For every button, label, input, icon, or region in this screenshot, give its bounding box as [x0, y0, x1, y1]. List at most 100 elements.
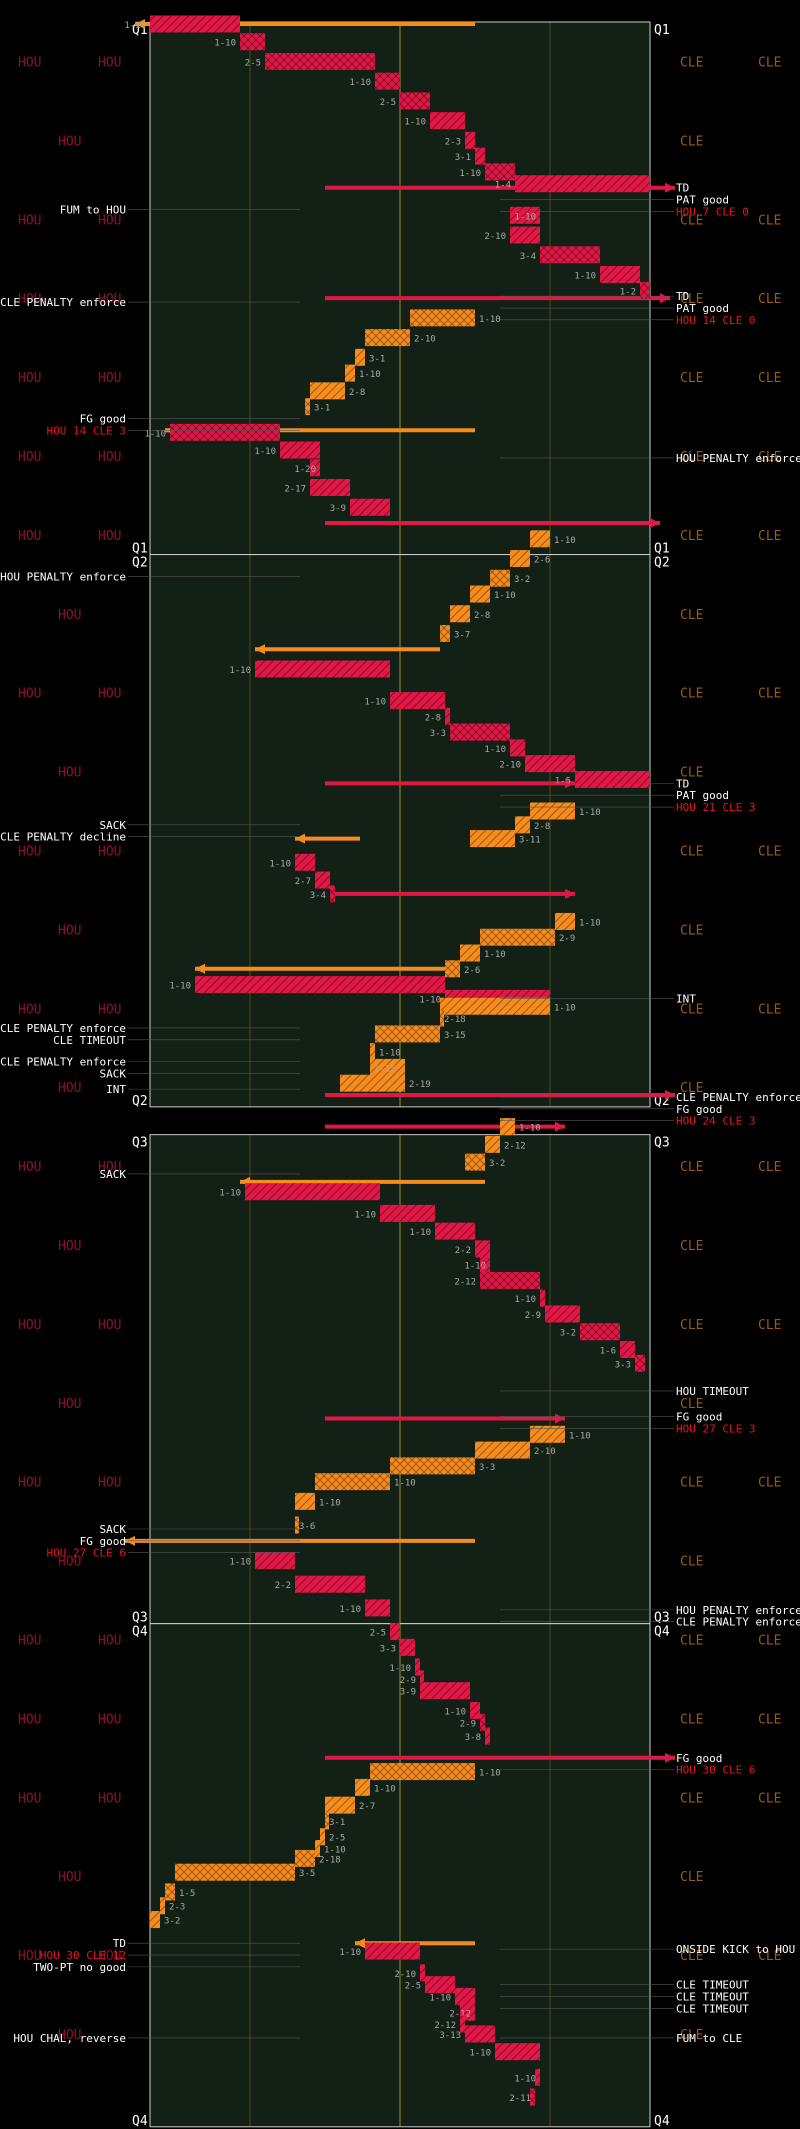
band-label-hou: HOU	[18, 450, 41, 465]
play-bar	[295, 1849, 315, 1867]
band-label-hou: HOU	[58, 2028, 81, 2043]
kick-arrowhead	[555, 1413, 565, 1424]
play-bar	[575, 770, 650, 788]
band-label-cle: CLE	[758, 213, 781, 228]
down-label: 1-10	[339, 1605, 361, 1615]
play-bar	[330, 885, 335, 903]
band-label-cle: CLE	[680, 55, 703, 70]
kick-arrowhead	[565, 888, 575, 899]
quarter-label-left-end: Q2	[132, 1094, 148, 1109]
play-bar	[390, 1457, 475, 1475]
down-label: 3-3	[380, 1644, 396, 1654]
down-label: 1-10	[214, 39, 236, 49]
play-bar	[150, 15, 240, 33]
down-label: 2-7	[295, 877, 311, 887]
band-label-hou: HOU	[98, 292, 121, 307]
band-label-hou: HOU	[58, 134, 81, 149]
event-label: INT	[106, 1083, 126, 1096]
down-label: 1-10	[389, 1664, 411, 1674]
band-label-cle: CLE	[680, 371, 703, 386]
event-label: HOU 30 CLE 6	[676, 1764, 755, 1777]
band-label-hou: HOU	[98, 1949, 121, 1964]
event-label: HOU PENALTY enforce	[676, 452, 800, 465]
play-bar	[310, 459, 320, 477]
band-label-hou: HOU	[18, 213, 41, 228]
band-label-hou: HOU	[18, 55, 41, 70]
band-label-cle: CLE	[680, 1160, 703, 1175]
kick-arrowhead	[135, 18, 145, 29]
down-label: 2-7	[359, 1802, 375, 1812]
play-bar	[245, 1183, 380, 1201]
down-label: 2-8	[425, 713, 441, 723]
down-label: 1-4	[495, 181, 511, 191]
band-label-hou: HOU	[98, 450, 121, 465]
band-label-hou: HOU	[98, 687, 121, 702]
event-label: FUM to CLE	[676, 2032, 742, 2045]
down-label: 3-6	[299, 1522, 315, 1532]
down-label: 2-10	[534, 1447, 556, 1457]
kick-arrowhead	[650, 518, 660, 529]
down-label: 3-2	[514, 575, 530, 585]
band-label-hou: HOU	[98, 1476, 121, 1491]
down-label: 3-2	[489, 1159, 505, 1169]
event-label: TD	[676, 777, 689, 790]
band-label-cle: CLE	[680, 134, 703, 149]
play-bar	[545, 1305, 580, 1323]
down-label: 2-9	[525, 1311, 541, 1321]
down-label: 1-10	[579, 918, 601, 928]
down-label: 1-10	[514, 1295, 536, 1305]
down-label: 3-3	[615, 1360, 631, 1370]
down-label: 2-10	[484, 232, 506, 242]
band-label-hou: HOU	[18, 1002, 41, 1017]
band-label-cle: CLE	[758, 1160, 781, 1175]
play-bar	[510, 206, 540, 224]
event-label: FG good	[676, 1411, 722, 1424]
band-label-cle: CLE	[680, 1081, 703, 1096]
play-bar	[460, 944, 480, 962]
band-label-cle: CLE	[680, 2028, 703, 2043]
down-label: 1-10	[569, 1431, 591, 1441]
band-label-cle: CLE	[680, 923, 703, 938]
event-label: SACK	[100, 1168, 127, 1181]
down-label: 2-9	[559, 934, 575, 944]
event-label: SACK	[100, 819, 127, 832]
down-label: 1-10	[479, 315, 501, 325]
play-bar	[580, 1323, 620, 1341]
quarter-label-right: Q1	[654, 23, 670, 38]
down-label: 2-3	[169, 1903, 185, 1913]
play-bar	[375, 72, 400, 90]
band-label-hou: HOU	[98, 213, 121, 228]
down-label: 1-10	[554, 536, 576, 546]
play-bar	[465, 2025, 495, 2043]
event-label: CLE PENALTY decline	[0, 831, 126, 844]
down-label: 2-5	[370, 1629, 386, 1639]
kick-arrowhead	[555, 1121, 565, 1132]
down-label: 1-10	[229, 666, 251, 676]
quarter-label-right-end: Q4	[654, 2114, 670, 2129]
event-label: CLE TIMEOUT	[676, 2002, 749, 2015]
band-label-cle: CLE	[758, 1633, 781, 1648]
play-bar	[370, 1763, 475, 1781]
band-label-cle: CLE	[758, 687, 781, 702]
event-label: FG good	[676, 1103, 722, 1116]
band-label-cle: CLE	[680, 1870, 703, 1885]
down-label: 3-8	[465, 1733, 481, 1743]
play-bar	[365, 1599, 390, 1617]
event-label: HOU PENALTY enforce	[0, 570, 126, 583]
play-bar	[535, 2068, 540, 2086]
down-label: 2-10	[499, 761, 521, 771]
down-label: 2-10	[394, 1970, 416, 1980]
down-label: 1-10	[219, 1189, 241, 1199]
down-label: 1-10	[579, 808, 601, 818]
quarter-label-right: Q2	[654, 556, 670, 571]
event-label: HOU 27 CLE 6	[47, 1547, 126, 1560]
play-bar	[375, 1025, 440, 1043]
down-label: 3-11	[519, 836, 541, 846]
play-bar	[440, 1009, 444, 1027]
play-bar	[465, 1153, 485, 1171]
play-bar	[295, 1492, 315, 1510]
band-label-hou: HOU	[58, 1239, 81, 1254]
play-bar	[515, 175, 650, 193]
event-label: ONSIDE KICK to HOU	[676, 1943, 795, 1956]
